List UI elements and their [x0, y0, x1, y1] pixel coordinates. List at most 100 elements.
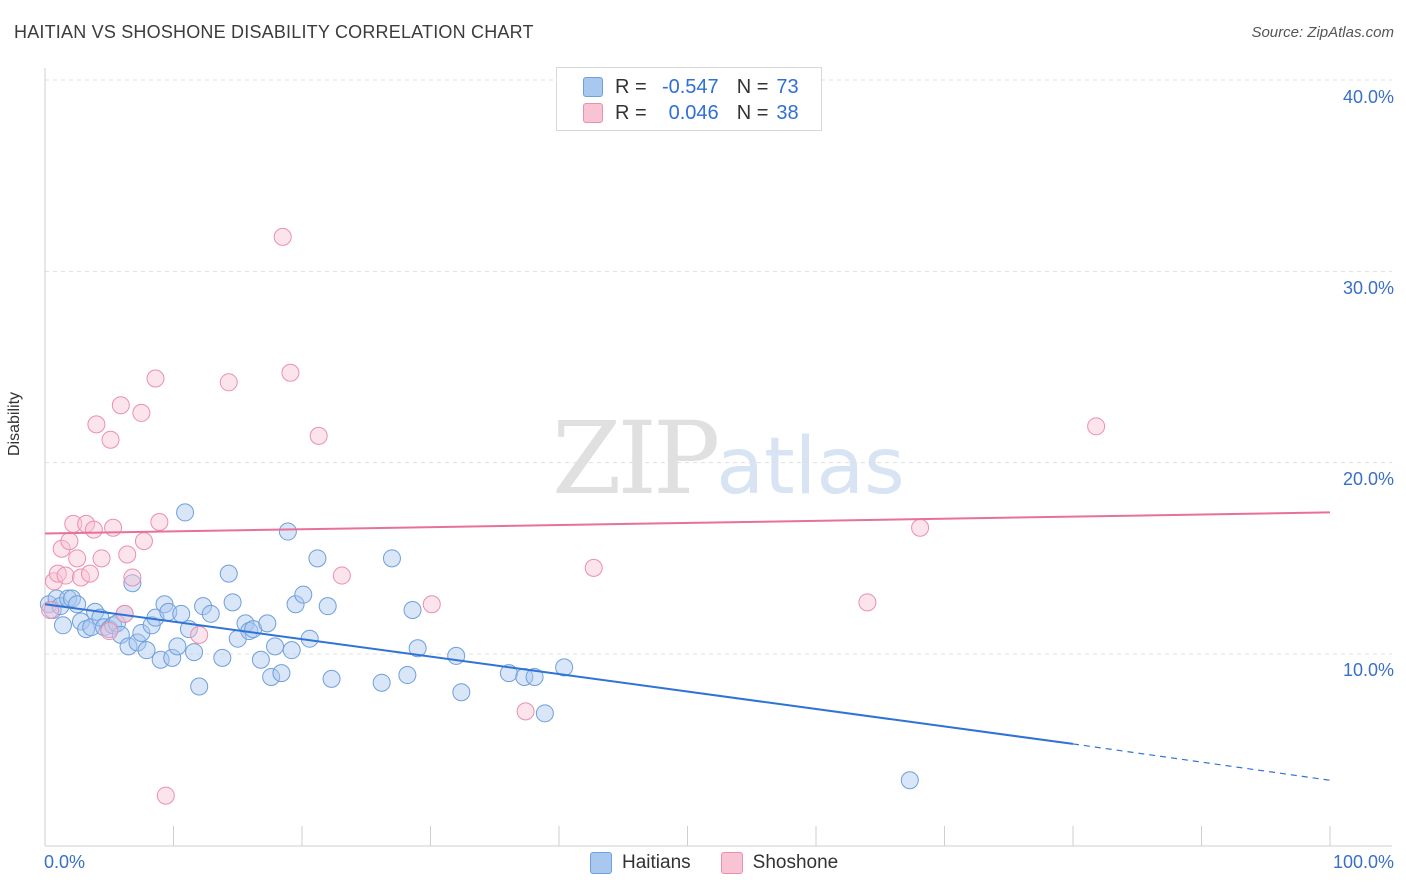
data-point-shoshone — [84, 520, 103, 539]
data-point-haitians — [408, 639, 427, 658]
y-tick-label-10: 10.0% — [1342, 660, 1394, 680]
data-point-shoshone — [52, 539, 71, 558]
data-point-shoshone — [273, 227, 292, 246]
data-point-haitians — [251, 650, 270, 669]
watermark-atlas: atlas — [716, 422, 905, 512]
data-point-haitians — [900, 771, 919, 790]
data-point-shoshone — [516, 702, 535, 721]
data-point-haitians — [172, 604, 191, 623]
data-point-haitians — [372, 673, 391, 692]
data-point-haitians — [452, 683, 471, 702]
series-legend: Haitians Shoshone — [590, 852, 838, 874]
y-tick-label-40: 40.0% — [1342, 87, 1394, 107]
data-point-shoshone — [71, 568, 90, 587]
data-point-shoshone — [60, 532, 79, 551]
data-point-haitians — [201, 604, 220, 623]
data-point-shoshone — [146, 369, 165, 388]
data-point-haitians — [163, 648, 182, 667]
data-point-haitians — [194, 597, 213, 616]
data-point-shoshone — [134, 532, 153, 551]
data-point-haitians — [223, 593, 242, 612]
data-point-haitians — [282, 641, 301, 660]
data-point-haitians — [213, 648, 232, 667]
data-point-haitians — [190, 677, 209, 696]
data-point-haitians — [555, 658, 574, 677]
data-point-shoshone — [281, 363, 300, 382]
data-point-haitians — [272, 664, 291, 683]
y-axis-label: Disability — [6, 391, 23, 456]
x-tick-label-max: 100.0% — [1332, 852, 1394, 872]
data-point-haitians — [128, 633, 147, 652]
legend-swatch-shoshone — [583, 103, 603, 123]
data-point-shoshone — [858, 593, 877, 612]
chart-source: Source: ZipAtlas.com — [1251, 24, 1394, 41]
y-tick-label-30: 30.0% — [1342, 278, 1394, 298]
data-point-haitians — [382, 549, 401, 568]
legend-swatch-haitians — [590, 852, 612, 874]
legend-swatch-haitians — [583, 77, 603, 97]
data-point-shoshone — [422, 595, 441, 614]
data-point-shoshone — [156, 786, 175, 805]
legend-r-value: 0.046 — [668, 101, 719, 124]
legend-swatch-shoshone — [720, 852, 743, 874]
data-point-haitians — [132, 623, 151, 642]
x-tick-label-min: 0.0% — [44, 852, 86, 872]
chart-title: HAITIAN VS SHOSHONE DISABILITY CORRELATI… — [14, 22, 534, 42]
data-point-haitians — [137, 641, 156, 660]
data-point-shoshone — [56, 566, 75, 585]
data-point-haitians — [119, 637, 138, 656]
legend-n-label: N = — [736, 75, 769, 98]
data-point-haitians — [499, 664, 518, 683]
legend-n-value: 38 — [776, 101, 799, 124]
data-point-haitians — [278, 522, 297, 541]
data-point-haitians — [308, 549, 327, 568]
data-point-shoshone — [309, 426, 328, 445]
data-point-shoshone — [150, 512, 169, 531]
data-point-shoshone — [101, 430, 120, 449]
data-point-haitians — [286, 595, 305, 614]
data-point-shoshone — [80, 564, 99, 583]
legend-n-value: 73 — [776, 75, 799, 98]
data-point-shoshone — [1087, 417, 1106, 436]
data-point-shoshone — [104, 518, 123, 537]
data-point-shoshone — [132, 403, 151, 422]
data-point-shoshone — [118, 545, 137, 564]
legend-r-label: R = — [615, 75, 647, 98]
data-point-shoshone — [332, 566, 351, 585]
data-point-haitians — [219, 564, 238, 583]
data-point-shoshone — [123, 568, 142, 587]
data-point-haitians — [151, 650, 170, 669]
data-point-shoshone — [100, 622, 119, 641]
legend-label-shoshone: Shoshone — [752, 852, 839, 873]
data-point-shoshone — [219, 373, 238, 392]
data-point-haitians — [535, 704, 554, 723]
data-point-shoshone — [584, 558, 603, 577]
data-point-shoshone — [911, 518, 930, 537]
data-point-shoshone — [111, 396, 130, 415]
data-point-haitians — [294, 585, 313, 604]
legend-row-haitians: R = -0.547 N = 73 — [583, 74, 799, 100]
trend-line-shoshone — [44, 511, 1331, 535]
data-point-shoshone — [190, 625, 209, 644]
data-point-haitians — [266, 637, 285, 656]
data-point-shoshone — [87, 415, 106, 434]
data-point-haitians — [185, 643, 204, 662]
trend-line-haitians — [44, 603, 1074, 745]
watermark-zip: ZIP — [552, 400, 720, 517]
legend-label-haitians: Haitians — [622, 852, 691, 873]
legend-r-value: -0.547 — [661, 75, 719, 98]
data-point-haitians — [262, 667, 281, 686]
data-point-haitians — [525, 667, 544, 686]
data-point-shoshone — [48, 564, 67, 583]
trend-line-haitians-extension — [1072, 743, 1331, 781]
data-point-haitians — [322, 669, 341, 688]
data-point-shoshone — [68, 549, 87, 568]
legend-n-label: N = — [736, 101, 769, 124]
data-point-haitians — [53, 616, 72, 635]
watermark: ZIPatlas — [552, 400, 905, 517]
correlation-legend: R = -0.547 N = 73 R = 0.046 N = 38 — [556, 67, 822, 131]
data-point-haitians — [168, 637, 187, 656]
data-point-haitians — [123, 574, 142, 593]
data-point-shoshone — [92, 549, 111, 568]
